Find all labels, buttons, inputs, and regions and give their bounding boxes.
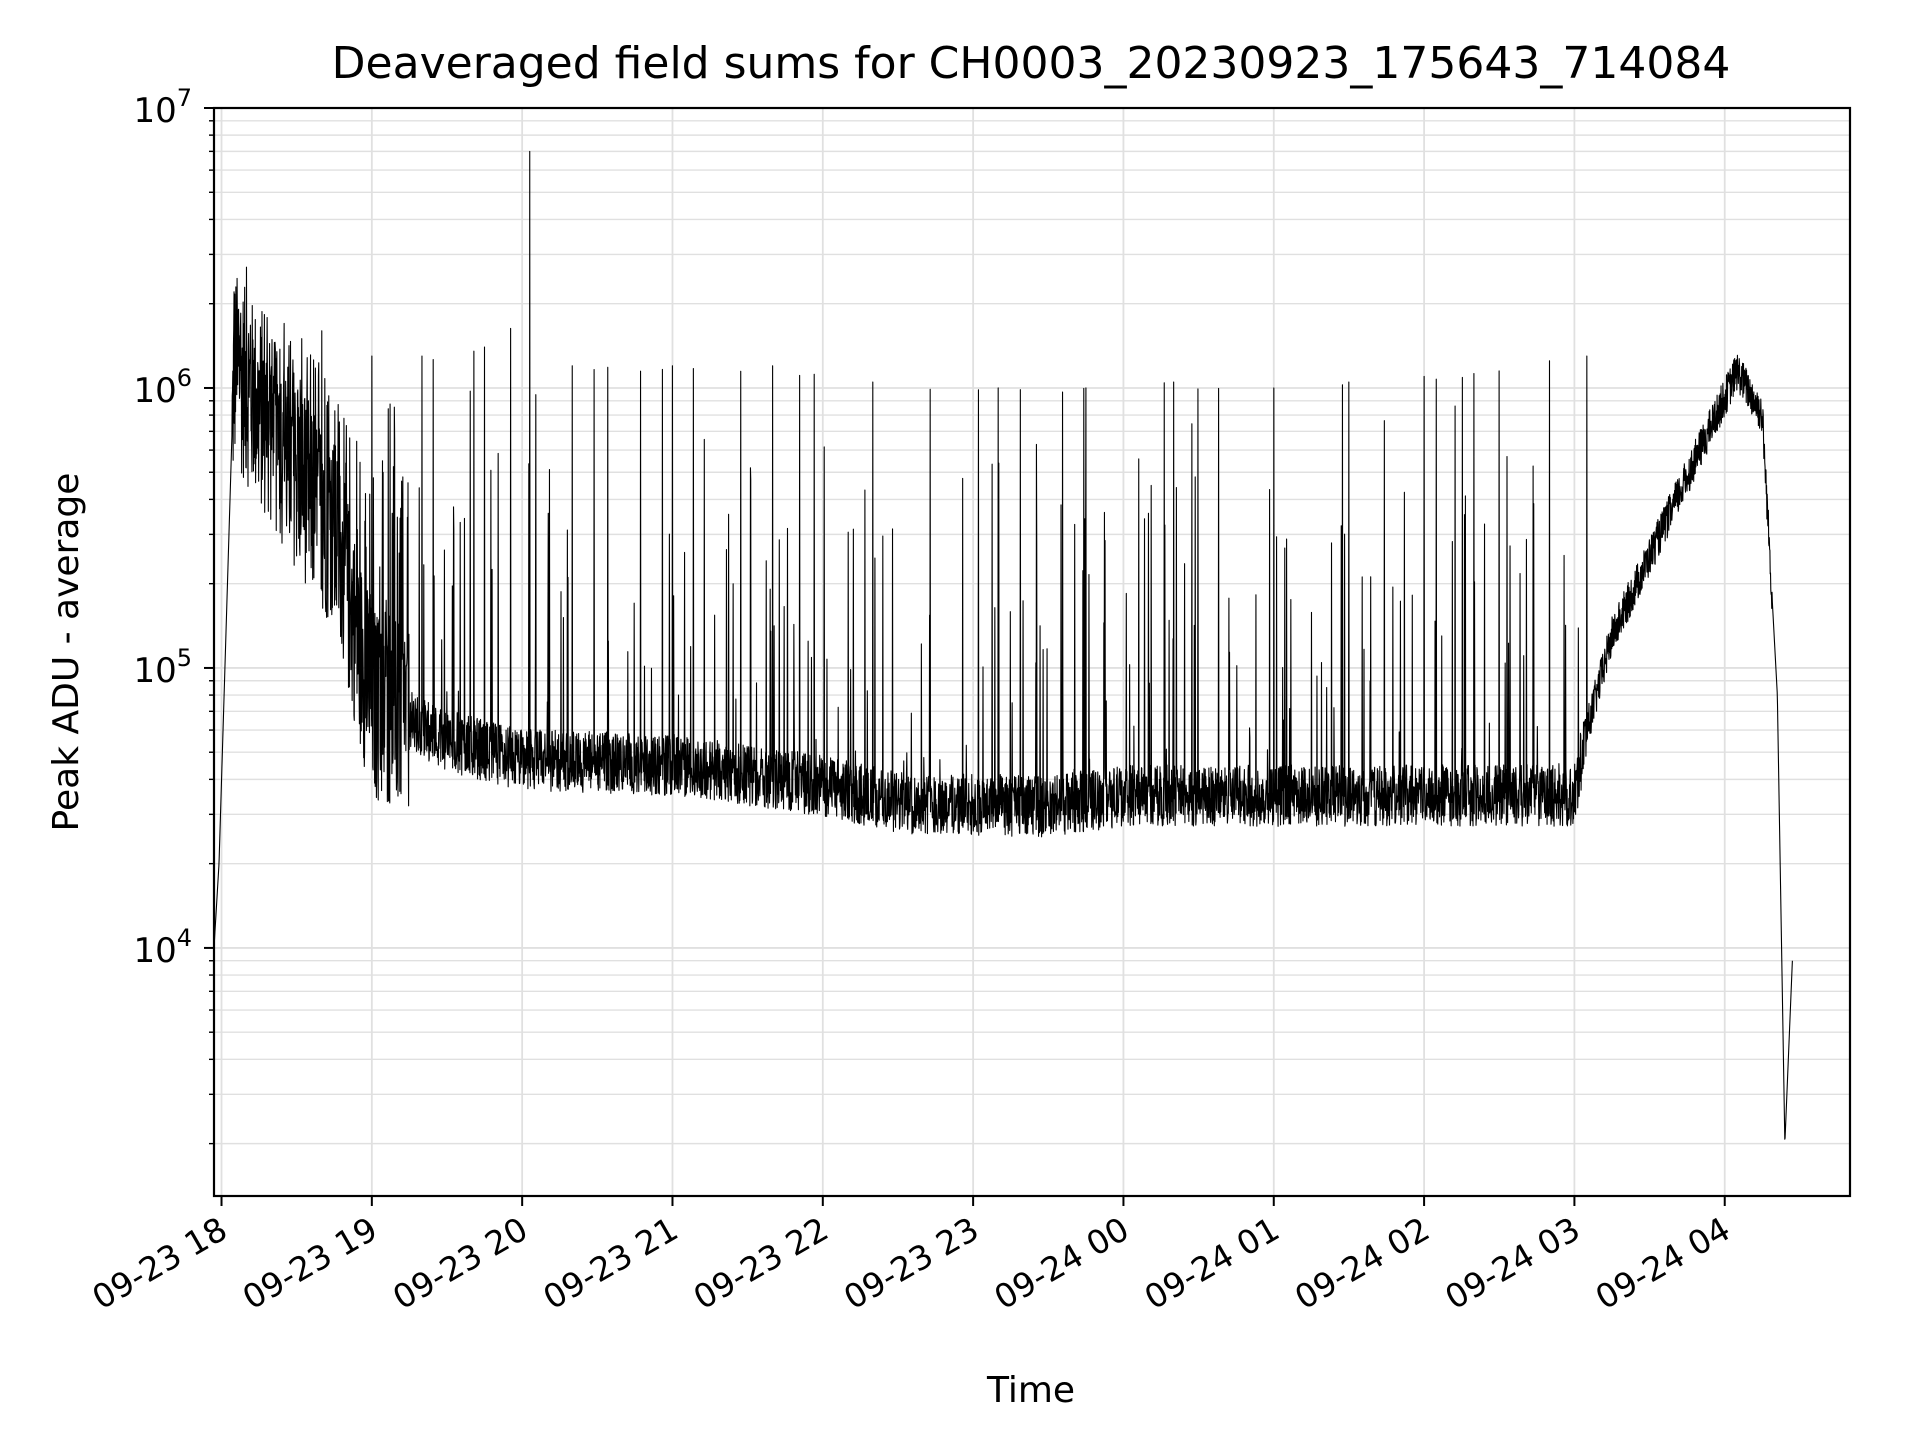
x-axis: 09-23 18 09-23 19 09-23 20 09-23 21 09-23 22…	[86, 1196, 1737, 1317]
grid	[214, 108, 1850, 1196]
y-tick-label: 106	[133, 364, 192, 411]
x-tick-label: 09-24 01	[1138, 1209, 1286, 1317]
x-tick-label: 09-24 00	[987, 1209, 1135, 1317]
y-axis: 104 105 106 107	[133, 84, 214, 1145]
x-tick-label: 09-23 20	[386, 1209, 534, 1317]
x-tick-label: 09-23 23	[837, 1209, 985, 1317]
y-axis-label: Peak ADU - average	[46, 473, 87, 832]
y-tick-label: 105	[133, 644, 192, 691]
x-tick-label: 09-23 22	[687, 1209, 835, 1317]
y-tick-label: 107	[133, 84, 192, 131]
x-tick-label: 09-24 02	[1288, 1209, 1436, 1317]
x-axis-label: Time	[986, 1370, 1075, 1411]
x-tick-label: 09-24 03	[1438, 1209, 1586, 1317]
x-tick-label: 09-24 04	[1589, 1209, 1737, 1317]
series-path	[213, 150, 1793, 1140]
x-tick-label: 09-23 18	[86, 1209, 234, 1317]
x-tick-label: 09-23 19	[236, 1209, 384, 1317]
chart-title: Deaveraged field sums for CH0003_2023092…	[332, 38, 1731, 89]
series-line	[213, 150, 1793, 1140]
x-tick-label: 09-23 21	[536, 1209, 684, 1317]
plot-frame	[212, 106, 1852, 1198]
y-tick-label: 104	[133, 924, 192, 971]
